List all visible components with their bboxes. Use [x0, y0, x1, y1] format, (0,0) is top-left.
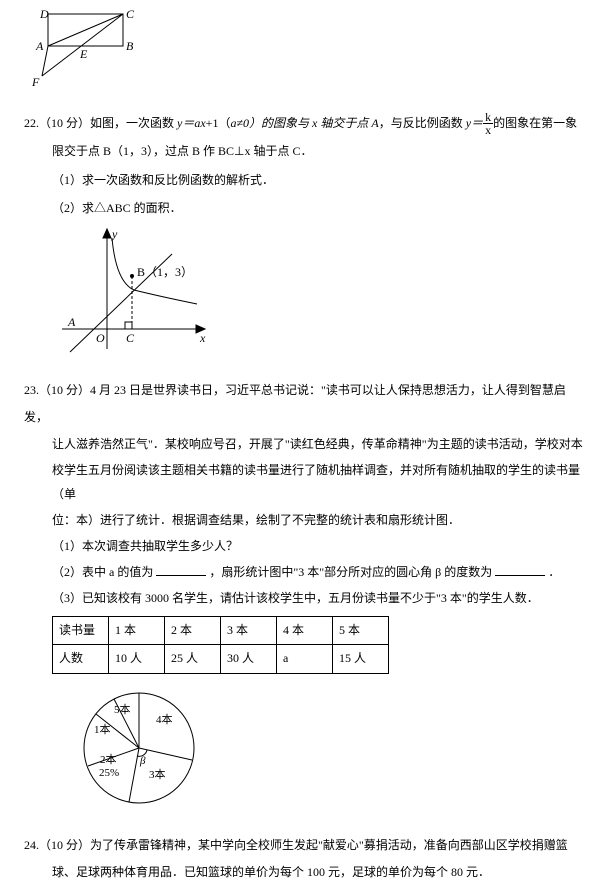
label-gB: B（1，3）	[137, 265, 193, 279]
q23-sub2a: （2）表中 a 的值为	[52, 565, 153, 579]
th-2: 2 本	[165, 616, 221, 645]
q22-frac-x: x	[483, 124, 493, 136]
q23-sub2: （2）表中 a 的值为 ，扇形统计图中"3 本"部分所对应的圆心角 β 的度数为…	[24, 560, 587, 584]
pie-5: 5本	[114, 702, 131, 716]
q23-line4: 位：本）进行了统计．根据调查结果，绘制了不完整的统计表和扇形统计图．	[24, 508, 587, 532]
q24-header: 24.（10 分）为了传承雷锋精神，某中学向全校师生发起"献爱心"募捐活动，准备…	[24, 832, 587, 858]
q22-A: A	[371, 116, 378, 130]
pie-svg: 4本 5本 1本 2本 25% 3本 β	[64, 678, 214, 818]
q22-graph: y x O C A B（1，3）	[52, 224, 587, 372]
q23-line3: 校学生五月份阅读该主题相关书籍的读书量进行了随机抽样调查，并对所有随机抽取的学生…	[24, 458, 587, 506]
q24-line2: 球、足球两种体育用品．已知篮球的单价为每个 100 元，足球的单价为每个 80 …	[24, 860, 587, 884]
pie-2b: 25%	[99, 767, 119, 779]
q22-eq1-tail: +1（	[206, 116, 231, 130]
q22-eq1-cond: a≠0）的图象与	[230, 116, 312, 130]
th-4: 4 本	[277, 616, 333, 645]
label-A: A	[35, 39, 44, 53]
q23-sub1: （1）本次调查共抽取学生多少人？	[24, 534, 587, 558]
q22-eq1-lhs: y＝	[177, 116, 194, 130]
q22-sub2: （2）求△ABC 的面积．	[24, 195, 587, 221]
td-2: 30 人	[221, 645, 277, 674]
label-y: y	[111, 227, 118, 241]
q22-sub1: （1）求一次函数和反比例函数的解析式．	[24, 167, 587, 193]
q22-afterA: ，与反比例函数	[379, 116, 466, 130]
q22-eq2-lhs: y＝	[466, 116, 483, 130]
blank-beta[interactable]	[495, 562, 545, 576]
td-label: 人数	[53, 645, 109, 674]
label-E: E	[79, 47, 88, 61]
q22: 22.（10 分）如图，一次函数 y＝ax+1（a≠0）的图象与 x 轴交于点 …	[24, 110, 587, 372]
pie-3: 3本	[149, 767, 166, 781]
q22-graph-svg: y x O C A B（1，3）	[52, 224, 212, 364]
q23-pie: 4本 5本 1本 2本 25% 3本 β	[64, 678, 587, 826]
q21-figure: D C A B E F	[32, 6, 587, 104]
pie-2a: 2本	[100, 752, 117, 766]
table-row: 人数 10 人 25 人 30 人 a 15 人	[53, 645, 389, 674]
pie-4: 4本	[156, 712, 173, 726]
label-F: F	[32, 75, 40, 89]
q22-eq2-tail: 的图象在第一象	[493, 116, 577, 130]
parallelogram-svg: D C A B E F	[32, 6, 142, 96]
label-C: C	[126, 7, 135, 21]
td-4: 15 人	[333, 645, 389, 674]
th-0: 读书量	[53, 616, 109, 645]
blank-a[interactable]	[156, 562, 206, 576]
q22-line2: 限交于点 B（1，3），过点 B 作 BC⊥x 轴于点 C．	[24, 138, 587, 164]
q22-eq1-ax: ax	[194, 116, 205, 130]
q22-header: 22.（10 分）如图，一次函数 y＝ax+1（a≠0）的图象与 x 轴交于点 …	[24, 110, 587, 137]
label-D: D	[39, 7, 49, 21]
th-3: 3 本	[221, 616, 277, 645]
label-x: x	[199, 331, 206, 345]
q23-table: 读书量 1 本 2 本 3 本 4 本 5 本 人数 10 人 25 人 30 …	[52, 616, 389, 674]
q24: 24.（10 分）为了传承雷锋精神，某中学向全校师生发起"献爱心"募捐活动，准备…	[24, 832, 587, 884]
q23-header: 23.（10 分）4 月 23 日是世界读书日，习近平总书记说："读书可以让人保…	[24, 377, 587, 430]
q23-sub2b: ，扇形统计图中"3 本"部分所对应的圆心角 β 的度数为	[209, 565, 492, 579]
td-1: 25 人	[165, 645, 221, 674]
td-0: 10 人	[109, 645, 165, 674]
table-row: 读书量 1 本 2 本 3 本 4 本 5 本	[53, 616, 389, 645]
label-O: O	[96, 331, 105, 345]
label-gA: A	[67, 315, 76, 329]
th-1: 1 本	[109, 616, 165, 645]
q23-sub3: （3）已知该校有 3000 名学生，请估计该校学生中，五月份读书量不少于"3 本…	[24, 586, 587, 610]
label-gC: C	[126, 331, 135, 345]
pie-beta: β	[139, 755, 146, 767]
td-3: a	[277, 645, 333, 674]
q22-frac: kx	[483, 111, 493, 136]
th-5: 5 本	[333, 616, 389, 645]
q23-line2: 让人滋养浩然正气"．某校响应号召，开展了"读红色经典，传革命精神"为主题的读书活…	[24, 432, 587, 456]
pie-1: 1本	[94, 722, 111, 736]
q23: 23.（10 分）4 月 23 日是世界读书日，习近平总书记说："读书可以让人保…	[24, 377, 587, 826]
q22-xaxis: x 轴交于点	[312, 116, 371, 130]
q22-prefix: 22.（10 分）如图，一次函数	[24, 116, 177, 130]
label-B: B	[126, 39, 134, 53]
q23-sub2c: ．	[548, 565, 560, 579]
